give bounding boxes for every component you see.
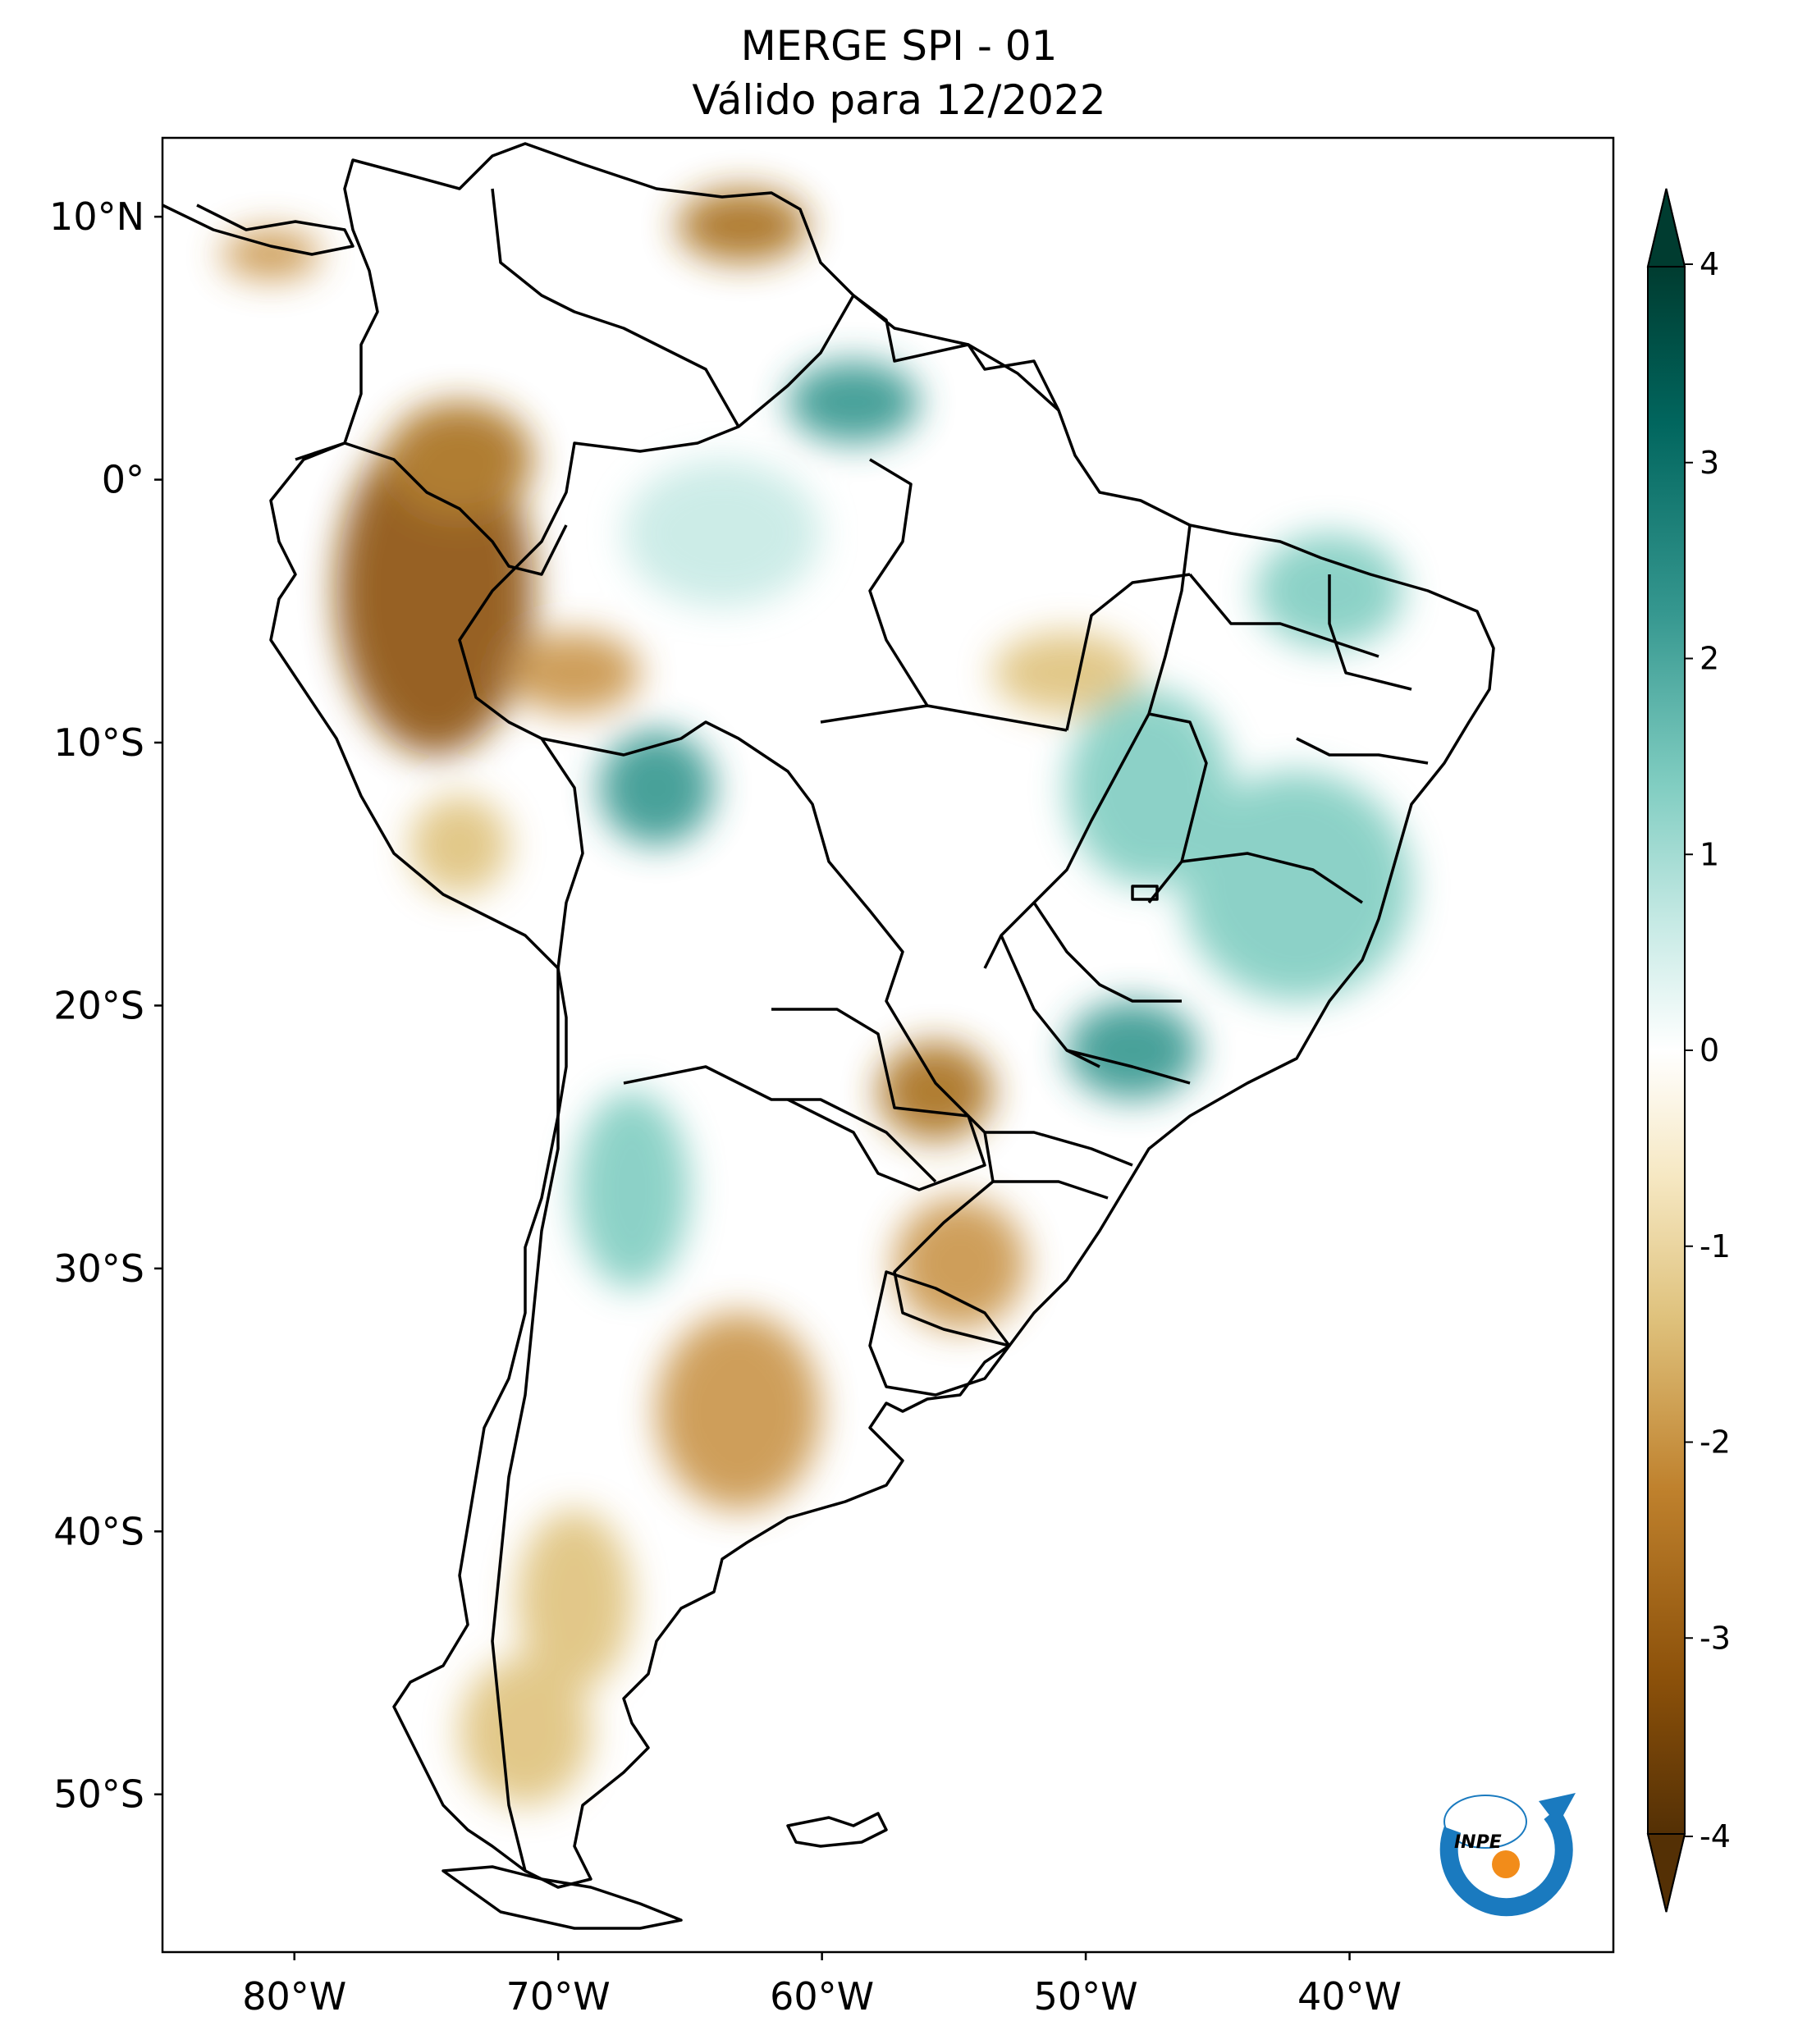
argentina-chile-border — [491, 968, 560, 1872]
inpe-logo-swoosh — [1439, 1808, 1573, 1917]
colorbar-tick-label: 1 — [1700, 836, 1719, 872]
wet-anomaly-bahia-minas — [1182, 771, 1411, 1001]
colorbar-tick-label: 3 — [1700, 445, 1719, 481]
wet-anomaly-sao-paulo — [1067, 1001, 1198, 1100]
map-title-line2: Válido para 12/2022 — [692, 76, 1106, 124]
inpe-logo: INPE — [1439, 1793, 1576, 1917]
inpe-logo-sun-dot — [1492, 1850, 1520, 1878]
inpe-logo-orbit — [1443, 1795, 1527, 1849]
dry-anomaly-patagonia-south — [460, 1658, 591, 1805]
colorbar-tick-label: -3 — [1700, 1620, 1731, 1656]
wet-anomaly-amazonas — [624, 460, 821, 607]
wet-anomaly-guyana — [788, 361, 919, 443]
spi-field — [222, 189, 1411, 1805]
longitude-axis: 80°W 70°W 60°W 50°W 40°W — [242, 1952, 1402, 2019]
dry-anomaly-patagonia-north — [517, 1510, 632, 1690]
colombia-venezuela-border — [491, 188, 740, 428]
lon-tick-label: 60°W — [770, 1974, 874, 2019]
inpe-logo-text: INPE — [1454, 1832, 1502, 1853]
colorbar-tick-label: -4 — [1700, 1818, 1731, 1854]
bolivia-paraguay-argentina-border — [623, 1065, 937, 1183]
dry-anomaly-peru-east — [509, 632, 640, 714]
dry-anomaly-rio-grande-do-sul — [894, 1198, 1026, 1329]
political-borders — [162, 142, 1495, 1930]
colorbar-tick-label: -2 — [1700, 1424, 1731, 1461]
wet-anomaly-bolivia-north — [599, 730, 714, 845]
south-america-coastline — [269, 142, 1495, 1889]
dry-anomaly-colombia-south — [386, 402, 533, 517]
colorbar-ticks: 4 3 2 1 0 -1 -2 -3 -4 — [1685, 246, 1731, 1854]
brazil-border — [458, 295, 1010, 1347]
dry-anomaly-peru-south — [410, 796, 509, 894]
wet-anomaly-tocantins-goias — [1067, 689, 1231, 886]
colorbar-tick-label: 2 — [1700, 641, 1719, 677]
brazil-state-borders — [820, 458, 1429, 1200]
dry-anomaly-paraguay-east — [878, 1042, 993, 1141]
peru-bolivia-border — [540, 738, 584, 969]
colorbar-outline — [1647, 188, 1686, 1913]
lat-tick-label: 10°S — [53, 720, 144, 765]
panama-coast — [162, 203, 355, 256]
lat-tick-label: 50°S — [53, 1772, 144, 1817]
colorbar-tick-label: 4 — [1700, 246, 1719, 282]
lat-tick-label: 20°S — [53, 983, 144, 1027]
colombia-peru-ecuador-border — [295, 441, 568, 576]
lon-tick-label: 80°W — [242, 1974, 346, 2019]
colorbar-gradient — [1648, 267, 1685, 1834]
lon-tick-label: 50°W — [1034, 1974, 1138, 2019]
dry-anomaly-argentina-pampas — [657, 1313, 821, 1510]
lat-tick-label: 10°N — [49, 194, 144, 239]
colorbar-extend-max-triangle — [1646, 188, 1686, 268]
map-frame — [161, 136, 1615, 1954]
colorbar-tick-label: 0 — [1700, 1032, 1719, 1068]
wet-anomaly-argentina-northwest — [574, 1091, 689, 1288]
dry-anomaly-panama — [222, 230, 320, 279]
map-title-line1: MERGE SPI - 01 — [740, 22, 1058, 70]
guianas-border — [852, 294, 1060, 411]
colorbar-extend-min-triangle — [1646, 1833, 1686, 1913]
dry-anomaly-venezuela-east — [677, 189, 808, 263]
lon-tick-label: 70°W — [506, 1974, 611, 2019]
inpe-logo-arrowhead — [1539, 1793, 1576, 1826]
latitude-axis: 10°N 0° 10°S 20°S 30°S 40°S 50°S — [49, 194, 162, 1817]
uruguay-border — [868, 1270, 1011, 1397]
dry-anomaly-para-south — [993, 632, 1141, 714]
lat-tick-label: 30°S — [53, 1246, 144, 1291]
colorbar-tick-label: -1 — [1700, 1228, 1731, 1264]
lat-tick-label: 0° — [102, 458, 144, 502]
lat-tick-label: 40°S — [53, 1509, 144, 1553]
paraguay-border — [771, 1008, 986, 1191]
lon-tick-label: 40°W — [1297, 1974, 1402, 2019]
federal-district — [1131, 885, 1159, 901]
falkland-islands — [786, 1812, 888, 1848]
tierra-del-fuego — [441, 1865, 683, 1930]
colorbar: 4 3 2 1 0 -1 -2 -3 -4 — [1646, 188, 1731, 1913]
